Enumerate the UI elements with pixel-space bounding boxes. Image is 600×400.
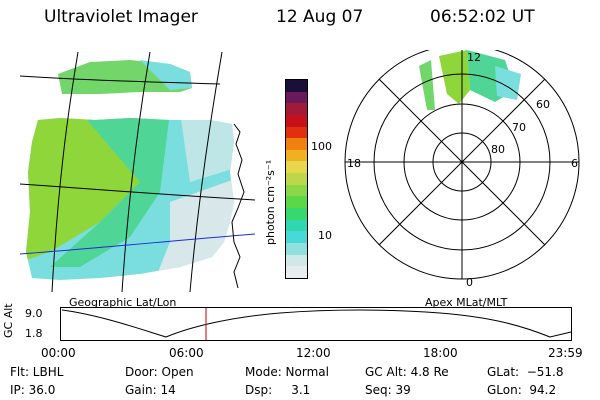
- colorbar-swatch-0: [286, 80, 307, 92]
- lat-label-60: 60: [536, 98, 550, 111]
- colorbar-swatch-8: [286, 173, 307, 185]
- altitude-curve: [61, 309, 572, 338]
- colorbar-swatch-13: [286, 231, 307, 243]
- mlt-label-6: 6: [571, 157, 578, 170]
- info-glat: GLat: −51.8: [487, 365, 564, 379]
- polar-aurora-left: [419, 60, 435, 110]
- colorbar-swatch-10: [286, 196, 307, 209]
- info-glon: GLon: 94.2: [487, 383, 557, 397]
- colorbar-swatch-1: [286, 91, 307, 104]
- lat-label-80: 80: [491, 143, 505, 156]
- strip-xtick-1200: 12:00: [296, 346, 331, 360]
- polar-plot-label: Apex MLat/MLT: [425, 296, 508, 309]
- strip-ytick-9: 9.0: [25, 307, 43, 320]
- colorbar-tick-10: 10: [318, 229, 332, 242]
- colorbar-swatch-16: [286, 266, 307, 278]
- app-title: Ultraviolet Imager: [44, 7, 198, 27]
- geo-blue-line: [20, 233, 255, 255]
- colorbar-swatch-6: [286, 149, 307, 162]
- strip-xtick-0000: 00:00: [41, 346, 76, 360]
- strip-xtick-1800: 18:00: [423, 346, 458, 360]
- strip-xtick-2359: 23:59: [548, 346, 583, 360]
- header-time: 06:52:02 UT: [430, 7, 535, 27]
- info-gcalt: GC Alt: 4.8 Re: [365, 365, 449, 379]
- geo-grid: [20, 52, 255, 292]
- aurora-mid-region: [50, 118, 170, 267]
- geographic-map: [20, 52, 255, 292]
- polar-grid: [345, 50, 579, 279]
- mlt-label-0: 0: [466, 276, 473, 289]
- info-seq: Seq: 39: [365, 383, 411, 397]
- lat-label-70: 70: [512, 121, 526, 134]
- colorbar-unit-label: photon cm⁻²s⁻¹: [264, 159, 277, 245]
- altitude-strip: [60, 307, 572, 341]
- mlt-label-12: 12: [467, 51, 481, 64]
- colorbar-tick-100: 100: [311, 140, 332, 153]
- colorbar-swatch-5: [286, 138, 307, 150]
- header-date: 12 Aug 07: [276, 7, 364, 27]
- colorbar-swatch-4: [286, 126, 307, 139]
- strip-xtick-0600: 06:00: [169, 346, 204, 360]
- geo-map-label: Geographic Lat/Lon: [69, 296, 177, 309]
- colorbar-swatch-7: [286, 161, 307, 174]
- colorbar-swatch-2: [286, 103, 307, 115]
- coastline: [231, 123, 245, 289]
- polar-plot: 12 18 6 0 60 70 80: [344, 50, 580, 289]
- colorbar-swatch-14: [286, 242, 307, 255]
- colorbar-swatch-15: [286, 254, 307, 267]
- info-mode: Mode: Normal: [245, 365, 329, 379]
- info-dsp: Dsp: 3.1: [245, 383, 311, 397]
- info-ip: IP: 36.0: [10, 383, 56, 397]
- strip-ytick-1.8: 1.8: [25, 327, 43, 340]
- colorbar-swatch-9: [286, 184, 307, 197]
- mlt-label-18: 18: [347, 157, 361, 170]
- colorbar-swatch-12: [286, 219, 307, 232]
- colorbar: [285, 79, 308, 279]
- info-door: Door: Open: [125, 365, 194, 379]
- strip-ylabel: GC Alt: [2, 303, 15, 338]
- info-gain: Gain: 14: [125, 383, 176, 397]
- colorbar-swatch-11: [286, 208, 307, 220]
- colorbar-swatch-3: [286, 114, 307, 127]
- faint-region-upper: [180, 118, 234, 182]
- info-flt: Flt: LBHL: [10, 365, 64, 379]
